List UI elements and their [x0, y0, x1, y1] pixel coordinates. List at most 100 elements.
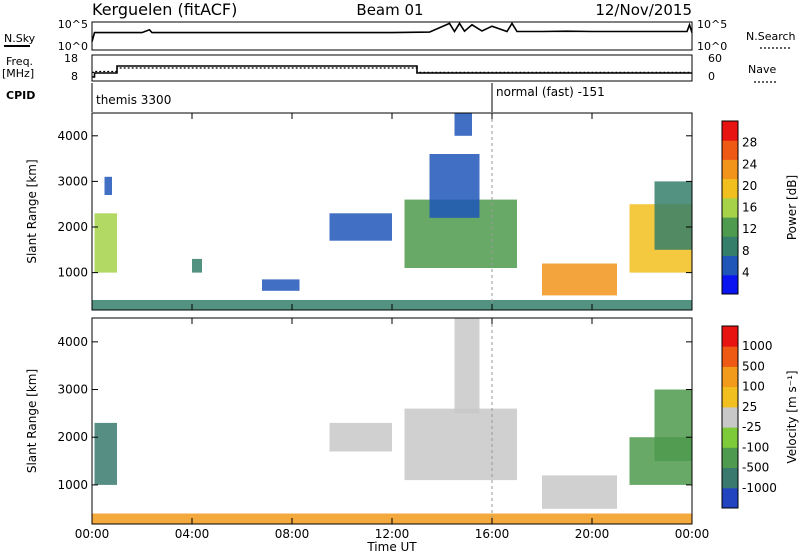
x-tick-label: 16:00 [475, 527, 510, 541]
y-axis-title: Slant Range [km] [25, 159, 39, 263]
noise-tick-bottom-right: 10^0 [697, 40, 727, 53]
echo-region-4 [329, 213, 392, 241]
nave-line [92, 67, 692, 73]
colorbar-swatch [722, 197, 738, 218]
y-tick-label: 1000 [57, 478, 88, 492]
colorbar-tick-label: -25 [742, 420, 762, 434]
colorbar-tick-label: 24 [742, 157, 757, 171]
x-tick-label: 08:00 [275, 527, 310, 541]
colorbar-swatch [722, 346, 738, 367]
y-tick-label: 4000 [57, 129, 88, 143]
colorbar-tick-label: 100 [742, 380, 765, 394]
colorbar-tick-label: -1000 [742, 481, 777, 495]
echo-region-6 [429, 154, 480, 218]
cpid-segment-2: normal (fast) -151 [496, 85, 605, 99]
colorbar-tick-label: 20 [742, 179, 757, 193]
x-tick-label: 00:00 [75, 527, 110, 541]
freq-tick-bottom: 8 [71, 70, 78, 83]
nave-tick-bottom: 0 [708, 70, 715, 83]
echo-region-0 [94, 213, 117, 273]
colorbar-tick-label: 12 [742, 222, 757, 236]
echo-region-3 [262, 279, 300, 291]
colorbar-title: Velocity [m s⁻¹] [785, 370, 799, 463]
colorbar-swatch [722, 406, 738, 428]
echo-region-1 [329, 422, 392, 452]
cpid-segment-1: themis 3300 [96, 93, 171, 107]
echo-region-1 [104, 176, 112, 195]
echo-region-0 [94, 422, 117, 485]
freq-series [92, 65, 692, 78]
y-tick-label: 4000 [57, 335, 88, 349]
colorbar-swatch [722, 274, 738, 295]
echo-region-3 [454, 318, 480, 414]
y-tick-label: 1000 [57, 266, 88, 280]
date-title: 12/Nov/2015 [595, 1, 692, 19]
colorbar-tick-label: 28 [742, 136, 757, 150]
x-axis: 00:00 04:00 08:00 12:00 16:00 20:00 00:00 [75, 527, 710, 541]
nave-tick-top: 60 [708, 52, 722, 65]
colorbar-title: Power [dB] [785, 175, 799, 240]
x-axis-title: Time UT [366, 540, 417, 554]
colorbar-tick-label: -100 [742, 440, 769, 454]
noise-tick-bottom: 10^0 [58, 40, 88, 53]
colorbar-swatch [722, 121, 738, 141]
freq-panel-frame [91, 54, 693, 82]
echo-region-4 [542, 475, 617, 509]
x-tick-label: 12:00 [375, 527, 410, 541]
colorbar-tick-label: 25 [742, 400, 757, 414]
colorbar-swatch [722, 487, 738, 509]
freq-left-label: Freq. [6, 55, 33, 68]
power-panel: 1000 2000 3000 4000 Slant Range [km] 4 8 12 16 20… [25, 112, 799, 311]
echo-region-8 [542, 263, 617, 296]
noise-panel-frame [91, 21, 693, 51]
colorbar-swatch [722, 447, 738, 468]
y-tick-label: 3000 [57, 174, 88, 188]
velocity-panel: 1000 2000 3000 4000 Slant Range [km] 1000 500 1… [25, 317, 799, 525]
colorbar-swatch [722, 326, 738, 347]
colorbar-tick-label: 500 [742, 359, 765, 373]
colorbar-swatch [722, 366, 738, 388]
colorbar-swatch [722, 427, 738, 448]
x-tick-label: 20:00 [575, 527, 610, 541]
echo-region-6 [654, 389, 692, 461]
x-tick-label: 04:00 [175, 527, 210, 541]
y-axis-title: Slant Range [km] [25, 369, 39, 473]
noise-left-label: N.Sky [4, 32, 36, 45]
colorbar-swatch [722, 217, 738, 237]
beam-title: Beam 01 [356, 1, 423, 19]
freq-panel: Freq. [MHz] 18 8 60 0 Nave [2, 52, 776, 83]
colorbar-swatch [722, 178, 738, 199]
colorbar-frame [721, 325, 739, 509]
colorbar-tick-label: 1000 [742, 339, 773, 353]
y-tick-label: 3000 [57, 383, 88, 397]
colorbar-swatch [722, 140, 738, 160]
cpid-panel: CPID themis 3300 normal (fast) -151 [6, 83, 605, 112]
y-tick-label: 2000 [57, 430, 88, 444]
noise-tick-top-right: 10^5 [697, 18, 727, 31]
colorbar-swatch [722, 467, 738, 489]
noise-tick-top: 10^5 [58, 18, 88, 31]
station-title: Kerguelen (fitACF) [92, 0, 237, 19]
echo-region-10 [654, 181, 692, 250]
noise-right-label: N.Search [746, 30, 796, 43]
colorbar-swatch [722, 236, 738, 256]
echo-region-2 [404, 408, 517, 481]
x-tick-label: 00:00 [675, 527, 710, 541]
colorbar-tick-label: -500 [742, 461, 769, 475]
colorbar-tick-label: 4 [742, 265, 750, 279]
noise-series [91, 21, 693, 42]
colorbar-swatch [722, 386, 738, 408]
nave-label: Nave [748, 63, 776, 76]
freq-tick-top: 18 [64, 52, 78, 65]
colorbar-frame [721, 120, 739, 295]
cpid-label: CPID [6, 89, 35, 102]
echo-region-2 [192, 258, 202, 273]
noise-sky-line [91, 21, 693, 42]
noise-panel: N.Sky 10^5 10^0 10^5 10^0 N.Search [4, 18, 796, 53]
y-tick-label: 2000 [57, 220, 88, 234]
colorbar-tick-label: 16 [742, 201, 757, 215]
colorbar-tick-label: 8 [742, 244, 750, 258]
echo-region-7 [454, 113, 472, 136]
colorbar-swatch [722, 255, 738, 276]
